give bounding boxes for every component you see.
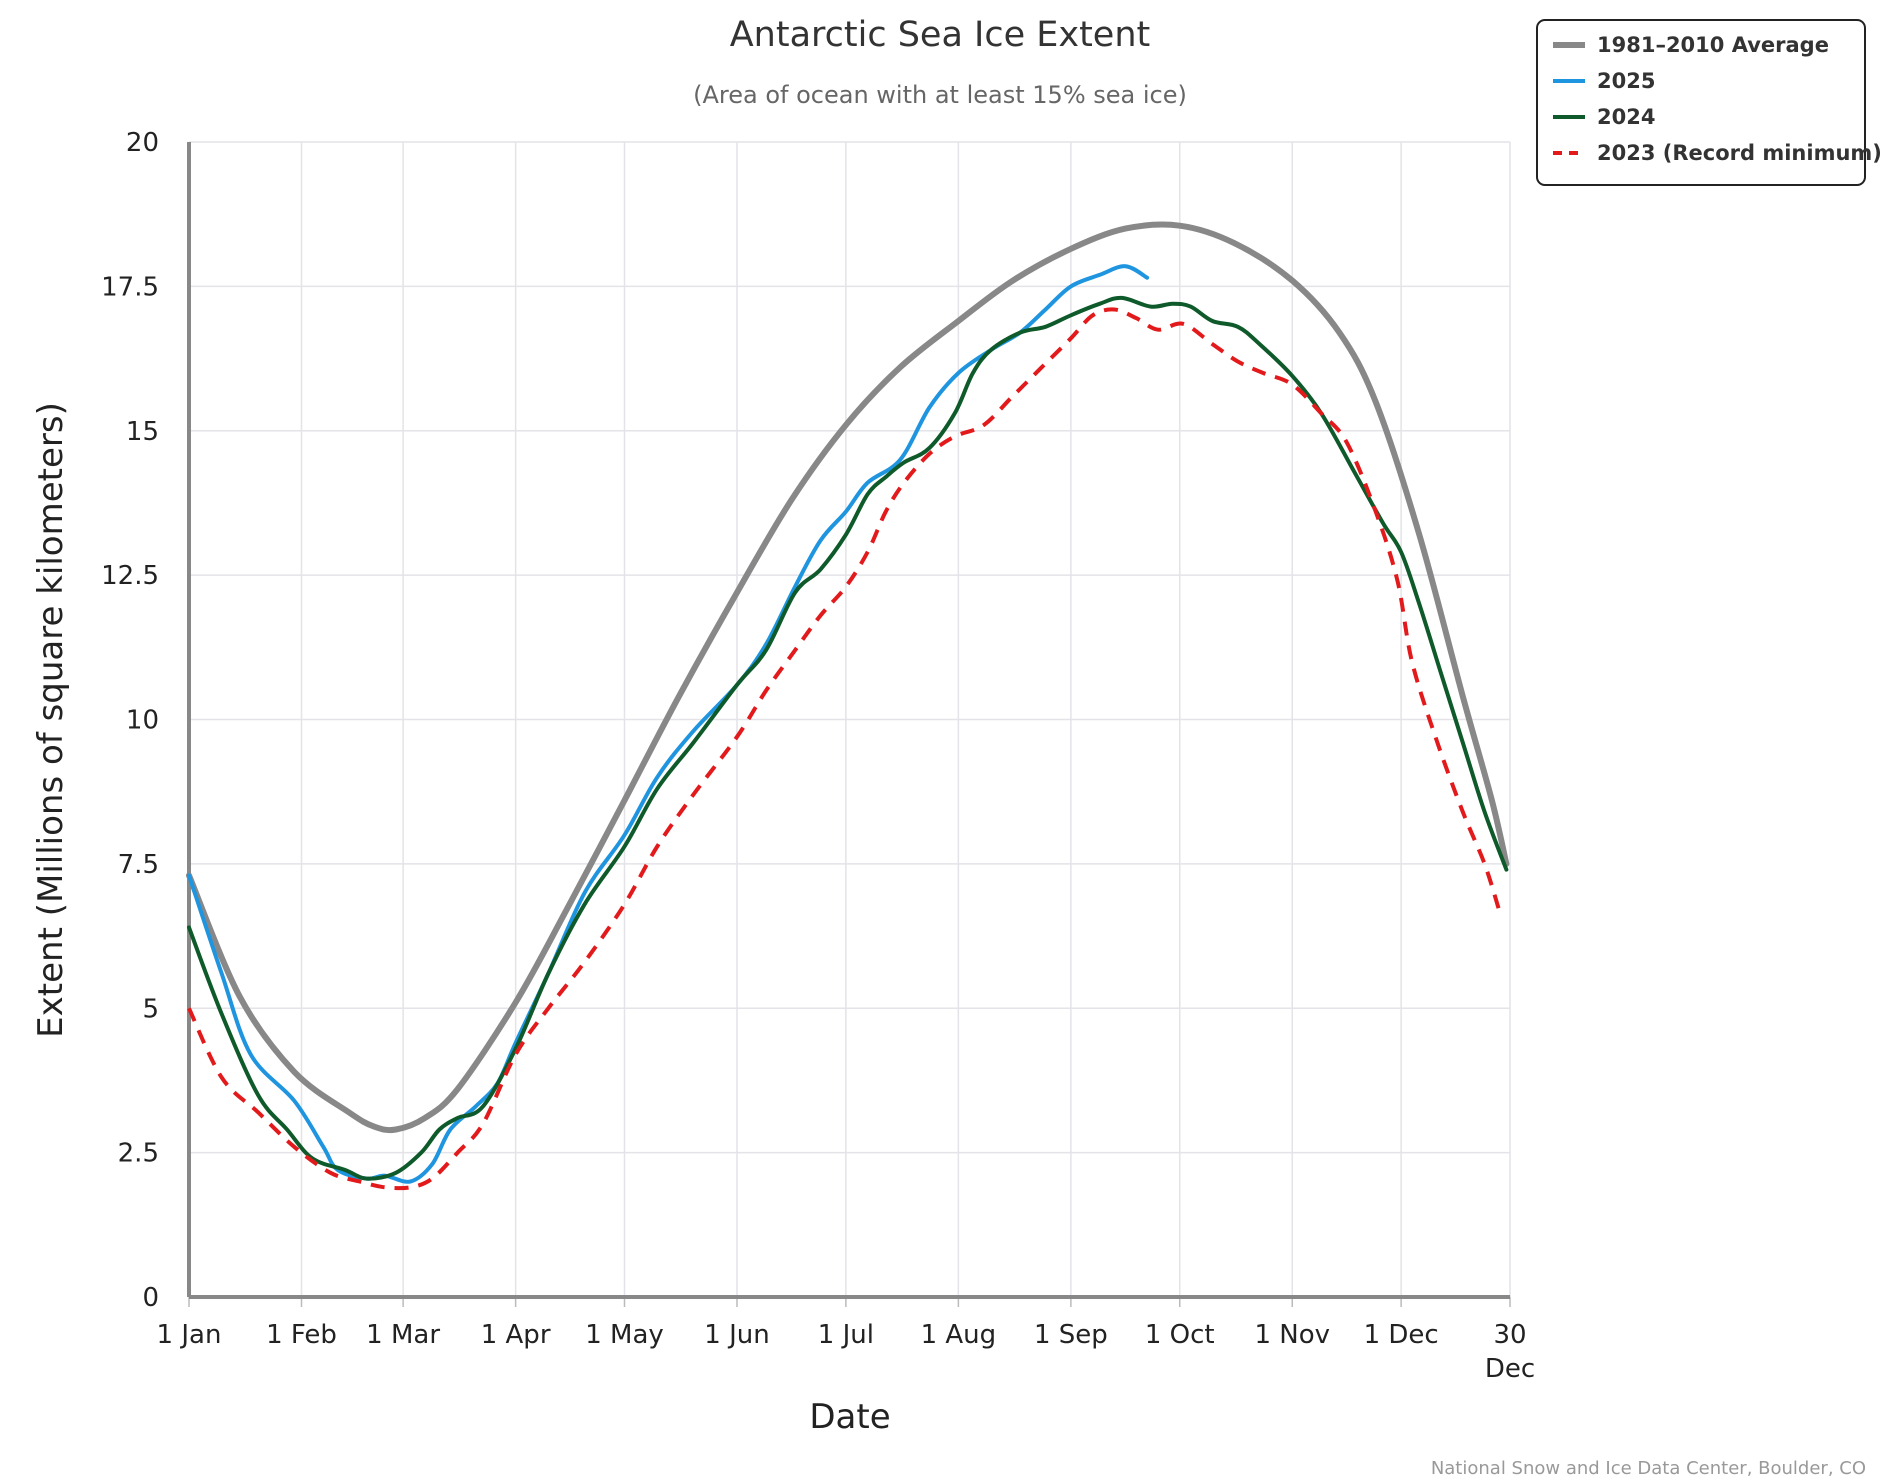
legend-box (1536, 19, 1866, 186)
x-tick-label: 1 Aug (921, 1320, 997, 1350)
y-tick-label: 0 (142, 1283, 159, 1313)
chart-title: Antarctic Sea Ice Extent (730, 15, 1151, 55)
x-axis-title: Date (809, 1397, 890, 1437)
chart-subtitle: (Area of ocean with at least 15% sea ice… (693, 81, 1187, 109)
x-tick-label: 1 May (585, 1320, 664, 1350)
credit-label: National Snow and Ice Data Center, Bould… (1431, 1458, 1866, 1479)
x-tick-label: 1 Oct (1145, 1320, 1215, 1350)
y-tick-label: 5 (142, 994, 159, 1024)
grid-lines (188, 141, 1511, 1298)
y-tick-label: 10 (126, 706, 159, 736)
x-tick-label: 1 Jul (818, 1320, 874, 1350)
y-tick-label: 7.5 (118, 850, 159, 880)
legend-label-2025: 2025 (1597, 69, 1655, 93)
series-lines (186, 221, 1510, 1191)
x-tick-label: Dec (1485, 1354, 1535, 1384)
series-line-1981-2010-average (186, 221, 1510, 1134)
y-tick-label: 12.5 (101, 561, 159, 591)
y-tick-label: 20 (126, 128, 159, 158)
x-tick-label: 1 Jan (157, 1320, 222, 1350)
series-line-2024 (187, 295, 1509, 1181)
x-tick-label: 1 Nov (1254, 1320, 1330, 1350)
legend-label-2023-record-minimum: 2023 (Record minimum) (1597, 141, 1880, 165)
y-axis-title: Extent (Millions of square kilometers) (31, 402, 71, 1038)
legend-label-2024: 2024 (1597, 105, 1655, 129)
y-tick-label: 2.5 (118, 1139, 159, 1169)
x-tick-label: 1 Jun (704, 1320, 769, 1350)
y-tick-label: 17.5 (101, 272, 159, 302)
x-tick-label: 1 Dec (1364, 1320, 1439, 1350)
x-tick-label: 1 Feb (266, 1320, 337, 1350)
axes (187, 142, 1511, 1307)
legend: 1981–2010 Average 2025 2024 2023 (Record mi… (1536, 19, 1880, 186)
y-tick-label: 15 (126, 417, 159, 447)
legend-label-1981-2010-average: 1981–2010 Average (1597, 33, 1829, 57)
tick-labels: 0 2.5 5 7.5 10 12.5 15 17.5 20 1 Jan 1 Feb 1 Mar 1 A… (101, 128, 1535, 1384)
x-tick-label: 1 Mar (366, 1320, 440, 1350)
x-tick-label: 30 (1493, 1320, 1526, 1350)
series-line-2023-record-minimum (187, 307, 1502, 1191)
x-tick-label: 1 Apr (481, 1320, 551, 1350)
x-tick-label: 1 Sep (1034, 1320, 1108, 1350)
